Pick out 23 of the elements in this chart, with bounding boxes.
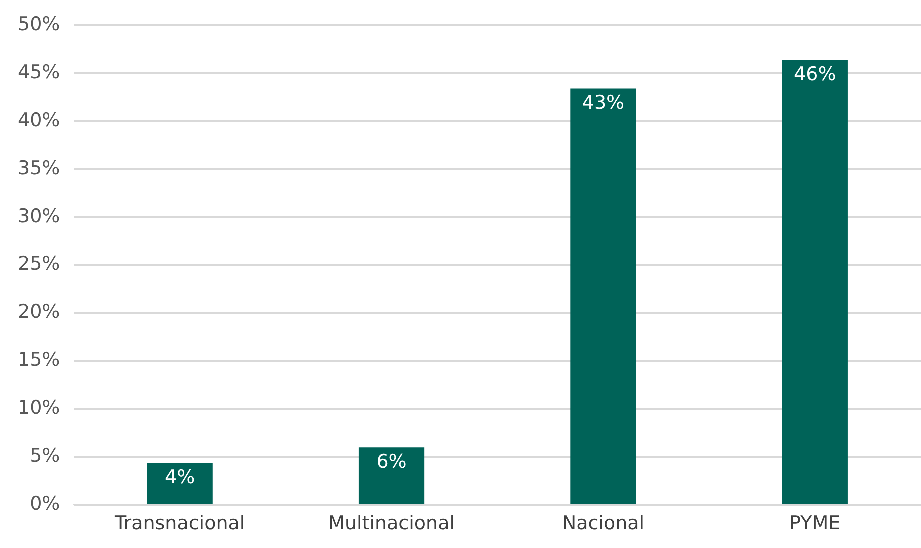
y-tick-label: 35% (18, 157, 60, 180)
y-tick-label: 10% (18, 397, 60, 420)
bar (358, 448, 425, 504)
x-tick-label: Multinacional (328, 512, 455, 535)
x-tick-label: Transnacional (114, 512, 246, 535)
y-tick-label: 20% (18, 301, 60, 324)
data-label: 4% (165, 466, 196, 488)
data-label: 6% (376, 451, 407, 474)
y-tick-label: 5% (30, 445, 60, 468)
y-tick-label: 0% (30, 493, 60, 516)
y-tick-label: 15% (18, 349, 60, 372)
y-tick-label: 30% (18, 205, 60, 228)
y-tick-label: 50% (18, 13, 60, 36)
y-tick-label: 45% (18, 61, 60, 84)
x-tick-label: Nacional (562, 512, 645, 535)
data-label: 43% (582, 92, 625, 114)
data-label: 46% (794, 63, 836, 86)
y-tick-label: 40% (18, 109, 60, 132)
bar (570, 88, 636, 504)
bar (147, 462, 213, 504)
x-tick-label: PYME (790, 512, 841, 535)
y-tick-label: 25% (18, 253, 60, 276)
bar (782, 60, 848, 504)
